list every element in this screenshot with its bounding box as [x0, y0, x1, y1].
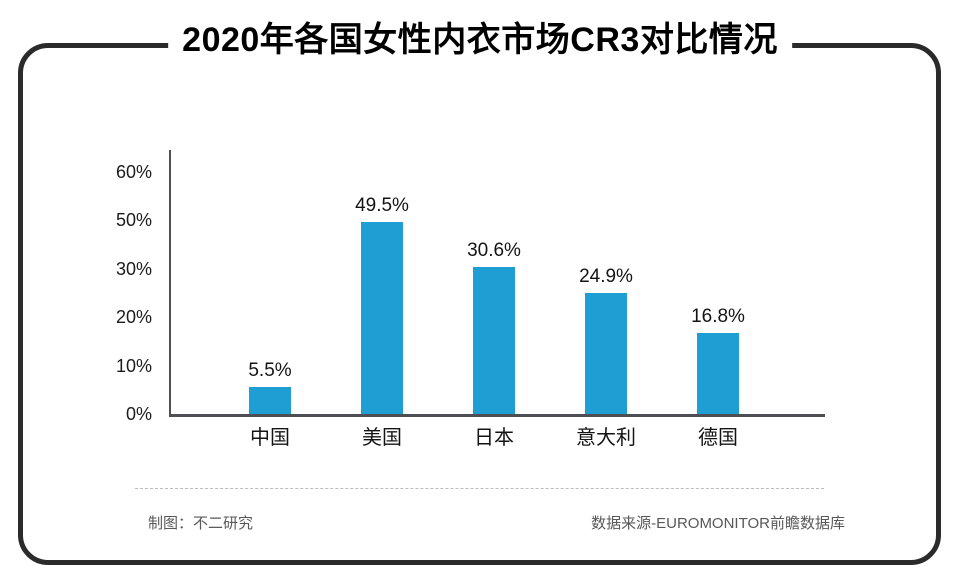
- bar: [585, 293, 627, 414]
- y-axis-tick-label: 20%: [115, 307, 152, 328]
- x-axis-category-label: 日本: [474, 427, 514, 449]
- bar-value-label: 16.8%: [691, 305, 745, 327]
- x-axis-category-label: 美国: [362, 427, 402, 449]
- bar: [697, 332, 739, 414]
- chart-title: 2020年各国女性内衣市场CR3对比情况: [168, 16, 792, 64]
- bar-value-label: 5.5%: [248, 360, 292, 382]
- y-axis-tick-label: 0%: [125, 404, 152, 424]
- y-axis-tick-label: 60%: [115, 162, 152, 182]
- x-axis-category-label: 意大利: [576, 427, 636, 449]
- x-axis-category-label: 德国: [698, 427, 738, 449]
- bar: [473, 267, 515, 414]
- y-axis-line: [169, 150, 171, 417]
- x-axis-line: [169, 414, 825, 417]
- credit-text: 制图：不二研究: [148, 515, 254, 532]
- y-axis-tick-label: 10%: [115, 355, 152, 376]
- bar-value-label: 49.5%: [355, 194, 409, 216]
- source-text: 数据来源-EUROMONITOR前瞻数据库: [591, 515, 845, 532]
- y-axis-tick-label: 30%: [115, 258, 152, 279]
- footer-divider: [135, 488, 824, 489]
- bar: [361, 221, 403, 414]
- bar-value-label: 30.6%: [467, 240, 521, 262]
- bar: [249, 387, 291, 414]
- y-axis-tick-label: 50%: [115, 210, 152, 231]
- bar-value-label: 24.9%: [579, 266, 633, 288]
- x-axis-category-label: 中国: [250, 427, 290, 449]
